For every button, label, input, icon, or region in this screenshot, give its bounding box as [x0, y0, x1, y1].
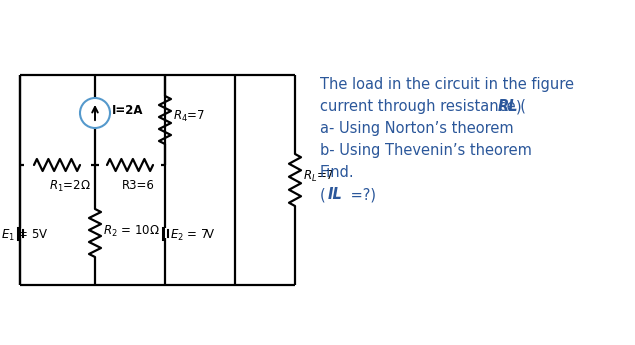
Text: $E_1$ = 5V: $E_1$ = 5V [1, 227, 49, 243]
Text: Find.: Find. [320, 165, 354, 180]
Text: $R_4$=7: $R_4$=7 [173, 108, 205, 124]
Text: $R_2$ = 10$\Omega$: $R_2$ = 10$\Omega$ [103, 224, 159, 238]
Text: IL: IL [328, 187, 343, 202]
Text: b- Using Thevenin’s theorem: b- Using Thevenin’s theorem [320, 143, 532, 158]
Text: a- Using Norton’s theorem: a- Using Norton’s theorem [320, 121, 514, 136]
Text: =?): =?) [346, 187, 376, 202]
Text: I=2A: I=2A [112, 105, 144, 118]
Text: $E_2$ = 7V: $E_2$ = 7V [170, 227, 216, 243]
Text: R3=6: R3=6 [122, 179, 155, 192]
Text: (: ( [320, 187, 326, 202]
Text: ): ) [516, 99, 521, 114]
Text: The load in the circuit in the figure: The load in the circuit in the figure [320, 77, 574, 92]
Text: $R_1$=2$\Omega$: $R_1$=2$\Omega$ [49, 179, 91, 194]
Text: RL: RL [498, 99, 519, 114]
Text: current through resistance (: current through resistance ( [320, 99, 526, 114]
Text: $R_L$=7: $R_L$=7 [303, 168, 335, 184]
